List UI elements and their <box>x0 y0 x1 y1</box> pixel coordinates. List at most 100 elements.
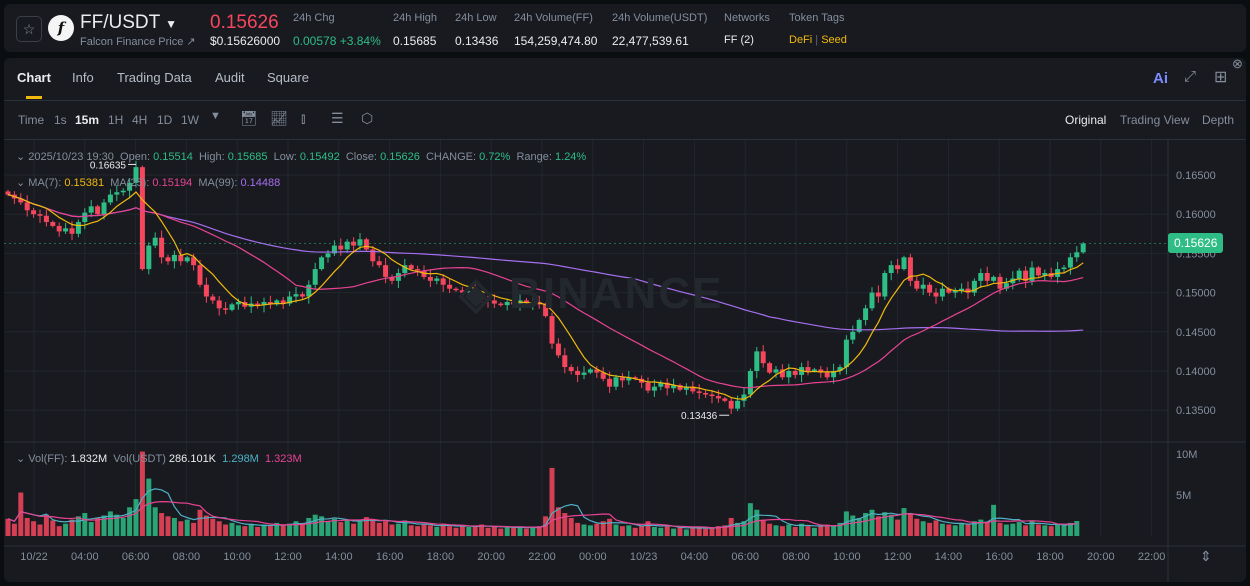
interval-15m[interactable]: 15m <box>75 113 100 127</box>
indicator-chart-icon[interactable]: 📈︎ <box>270 110 288 126</box>
volume-bar <box>504 526 510 536</box>
candle <box>344 241 350 250</box>
candle-type-icon[interactable]: ⫾ <box>301 110 306 126</box>
volume-bar <box>178 521 184 536</box>
volume-bar <box>594 523 600 536</box>
calendar-icon[interactable]: 📅︎ <box>240 110 258 126</box>
candle <box>863 308 869 321</box>
token-price-link[interactable]: Falcon Finance Price ↗ <box>80 36 196 48</box>
volume-bar <box>293 521 299 536</box>
candle <box>562 355 568 368</box>
volume-bar <box>434 526 440 536</box>
volume-bar <box>754 509 760 536</box>
tab-audit[interactable]: Audit <box>215 70 245 85</box>
expand-icon[interactable]: ⤢ <box>1184 68 1197 85</box>
candle <box>363 239 369 250</box>
view-depth[interactable]: Depth <box>1202 113 1235 127</box>
ma7-label: MA(7): <box>28 177 62 189</box>
open-label: Open: <box>120 151 151 163</box>
interval-1w[interactable]: 1W <box>181 113 199 127</box>
hexagon-settings-icon[interactable]: ⬡ <box>361 110 374 126</box>
candle <box>907 257 913 281</box>
volume-bar <box>997 522 1003 536</box>
divider <box>4 100 1246 101</box>
volume-bar <box>767 523 773 536</box>
widgets-icon[interactable]: ⊞ <box>1214 69 1228 86</box>
candle <box>415 269 421 271</box>
candle <box>274 300 280 305</box>
candle <box>671 385 677 389</box>
time-tick-label: 06:00 <box>122 551 150 563</box>
tag-seed[interactable]: Seed <box>821 34 847 46</box>
candlestick-chart[interactable]: 0.165000.160000.155000.150000.145000.140… <box>4 140 1246 582</box>
interval-1h[interactable]: 1H <box>108 113 124 127</box>
tab-info[interactable]: Info <box>72 70 94 85</box>
tag-defi[interactable]: DeFi <box>789 34 813 46</box>
interval-1d[interactable]: 1D <box>157 113 173 127</box>
volume-bar <box>741 521 747 536</box>
candle <box>728 400 734 409</box>
close-label: Close: <box>345 151 377 163</box>
favorite-star-icon[interactable]: ☆ <box>16 16 42 42</box>
tab-trading-data[interactable]: Trading Data <box>117 70 192 85</box>
volume-bar <box>971 521 977 536</box>
volume-bar <box>523 528 529 536</box>
volume-bar <box>376 522 382 536</box>
symbol-selector[interactable]: FF/USDT ▼ <box>80 12 177 34</box>
volume-bar <box>619 526 625 536</box>
view-original[interactable]: Original <box>1065 113 1107 127</box>
candle <box>191 257 197 266</box>
candle <box>107 194 113 203</box>
time-tick-label: 18:00 <box>1036 551 1064 563</box>
volume-bar <box>811 527 817 536</box>
volume-bar <box>82 513 88 536</box>
candle <box>50 222 56 226</box>
collapse-icon[interactable]: ⌄ <box>16 453 26 465</box>
ma-legend: ⌄ MA(7): 0.15381 MA(25): 0.15194 MA(99):… <box>16 176 280 189</box>
volume-bar <box>875 516 881 536</box>
volume-bar <box>255 526 261 536</box>
candle <box>664 382 670 389</box>
time-tick-label: 10/23 <box>630 551 658 563</box>
ohlc-legend: ⌄ 2025/10/23 19:30 Open: 0.15514 High: 0… <box>16 150 586 163</box>
interval-dropdown-icon[interactable]: ▼ <box>210 110 221 122</box>
volume-bar <box>773 525 779 536</box>
volume-bar <box>485 527 491 536</box>
candle <box>1016 270 1022 279</box>
tab-square[interactable]: Square <box>267 70 309 85</box>
candle <box>255 303 261 306</box>
scale-reset-icon[interactable]: ⇕ <box>1200 548 1212 564</box>
interval-1s[interactable]: 1s <box>54 113 67 127</box>
volume-bar <box>882 512 888 536</box>
ma99-value: 0.14488 <box>240 177 281 189</box>
interval-time[interactable]: Time <box>18 113 45 127</box>
volume-bar <box>1016 522 1022 536</box>
collapse-icon[interactable]: ⌄ <box>16 177 26 189</box>
candle <box>338 245 344 250</box>
volume-bar <box>1003 524 1009 536</box>
open-value: 0.15514 <box>153 151 193 163</box>
view-trading-view[interactable]: Trading View <box>1120 113 1190 127</box>
candle <box>319 257 325 270</box>
ai-button[interactable]: Ai <box>1153 70 1168 87</box>
volume-bar <box>11 523 17 536</box>
candle <box>882 273 888 297</box>
candle <box>504 302 510 306</box>
candle <box>5 191 11 195</box>
interval-4h[interactable]: 4H <box>132 113 148 127</box>
close-icon[interactable]: ⊗ <box>1232 56 1243 71</box>
price-tick-label: 0.14500 <box>1176 327 1216 339</box>
volume-bar <box>389 524 395 536</box>
candle <box>1080 243 1086 253</box>
candle <box>159 237 165 258</box>
candle <box>843 339 849 368</box>
stat-value[interactable]: FF (2) <box>724 34 754 46</box>
collapse-icon[interactable]: ⌄ <box>16 151 26 163</box>
volume-bar <box>261 524 267 536</box>
ma99-line <box>7 194 1084 332</box>
stat-label: 24h Volume(FF) <box>514 12 593 24</box>
settings-list-icon[interactable]: ☰ <box>331 110 344 126</box>
candle <box>920 284 926 289</box>
change-label: CHANGE: <box>425 151 477 163</box>
tab-chart[interactable]: Chart <box>17 70 51 85</box>
